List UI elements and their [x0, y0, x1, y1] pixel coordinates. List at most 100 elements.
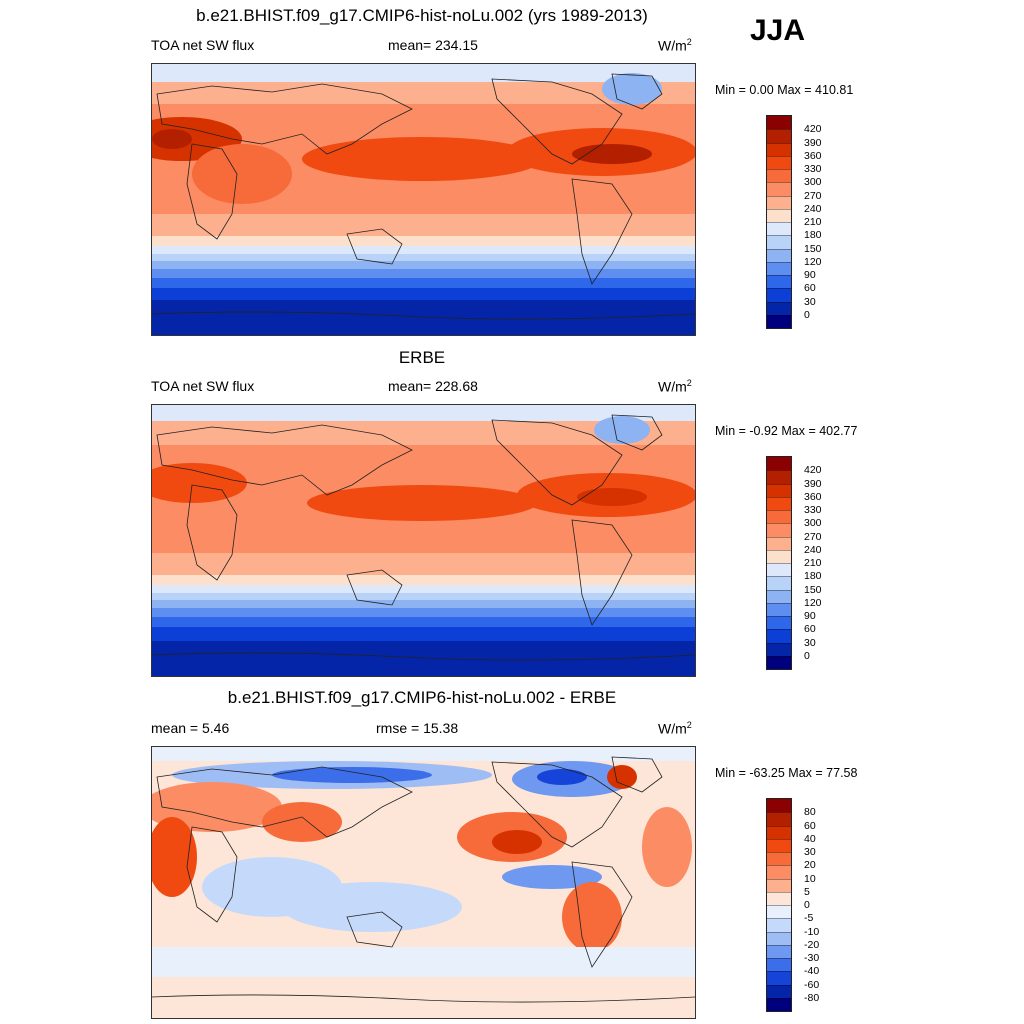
colorbar-swatch: [767, 496, 791, 510]
colorbar-swatch: [767, 997, 791, 1011]
colorbar-swatch: [767, 931, 791, 945]
colorbar-swatch: [767, 222, 791, 236]
panel3-units: W/m2: [658, 720, 692, 737]
colorbar-swatch: [767, 918, 791, 932]
colorbar-swatch: [767, 142, 791, 156]
colorbar-tick-label: 330: [804, 504, 822, 516]
colorbar-swatch: [767, 182, 791, 196]
colorbar-tick-label: -60: [804, 978, 820, 991]
colorbar-swatch: [767, 195, 791, 209]
colorbar-swatch: [767, 563, 791, 577]
colorbar-tick-label: -40: [804, 965, 820, 978]
colorbar-swatch: [767, 629, 791, 643]
colorbar-swatch: [767, 248, 791, 262]
panel1-units: W/m2: [658, 37, 692, 54]
colorbar-swatch: [767, 208, 791, 222]
colorbar-tick-label: -30: [804, 952, 820, 964]
panel2-units: W/m2: [658, 378, 692, 395]
colorbar-tick-label: -80: [804, 991, 820, 1004]
colorbar-tick-label: 80: [804, 806, 816, 819]
colorbar-tick-label: 10: [804, 872, 816, 885]
colorbar-tick-label: 270: [804, 530, 822, 543]
panel2-mean-label: mean= 228.68: [388, 378, 478, 394]
colorbar-swatch: [767, 812, 791, 826]
colorbar-tick-label: 120: [804, 596, 822, 609]
colorbar-tick-label: 180: [804, 570, 822, 583]
colorbar-tick-label: 0: [804, 308, 810, 321]
panel1-title: b.e21.BHIST.f09_g17.CMIP6-hist-noLu.002 …: [196, 6, 648, 25]
colorbar-tick-label: 90: [804, 610, 816, 622]
colorbar-swatch: [767, 891, 791, 905]
colorbar-swatch: [767, 470, 791, 484]
colorbar-tick-label: 300: [804, 176, 822, 189]
colorbar-tick-label: 150: [804, 242, 822, 255]
colorbar-tick-label: 240: [804, 543, 822, 556]
colorbar-tick-label: 270: [804, 189, 822, 202]
colorbar-swatch: [767, 261, 791, 275]
colorbar-tick-label: 330: [804, 163, 822, 175]
colorbar-swatch: [767, 655, 791, 669]
panel1-colorbar: [766, 115, 792, 329]
colorbar-tick-label: 120: [804, 255, 822, 268]
panel2-title: ERBE: [398, 348, 446, 367]
colorbar-swatch: [767, 288, 791, 302]
colorbar-swatch: [767, 549, 791, 563]
colorbar-swatch: [767, 314, 791, 328]
colorbar-swatch: [767, 865, 791, 879]
panel1-map: [151, 63, 696, 336]
panel3-map-field: [152, 747, 695, 1018]
colorbar-tick-label: 210: [804, 557, 822, 569]
colorbar-swatch: [767, 825, 791, 839]
colorbar-swatch: [767, 971, 791, 985]
colorbar-tick-label: 0: [804, 899, 810, 911]
colorbar-swatch: [767, 576, 791, 590]
colorbar-swatch: [767, 616, 791, 630]
colorbar-tick-label: 90: [804, 269, 816, 281]
colorbar-tick-label: 30: [804, 846, 816, 858]
colorbar-swatch: [767, 169, 791, 183]
colorbar-tick-label: 420: [804, 123, 822, 136]
colorbar-swatch: [767, 642, 791, 656]
colorbar-tick-label: 420: [804, 464, 822, 477]
colorbar-swatch: [767, 905, 791, 919]
colorbar-tick-label: 40: [804, 832, 816, 845]
colorbar-swatch: [767, 155, 791, 169]
panel3-mean-label: mean = 5.46: [151, 720, 230, 736]
colorbar-tick-label: 300: [804, 517, 822, 530]
colorbar-tick-label: 180: [804, 229, 822, 242]
colorbar-swatch: [767, 838, 791, 852]
colorbar-swatch: [767, 301, 791, 315]
panel3-title: b.e21.BHIST.f09_g17.CMIP6-hist-noLu.002 …: [227, 688, 617, 707]
panel1-variable-label: TOA net SW flux: [151, 37, 255, 53]
colorbar-swatch: [767, 878, 791, 892]
colorbar-tick-label: -5: [804, 912, 814, 925]
colorbar-swatch: [767, 523, 791, 537]
colorbar-tick-label: 60: [804, 623, 816, 636]
panel2-minmax: Min = -0.92 Max = 402.77: [715, 424, 858, 438]
colorbar-tick-label: 30: [804, 636, 816, 649]
colorbar-swatch: [767, 510, 791, 524]
colorbar-tick-label: 60: [804, 282, 816, 295]
colorbar-tick-label: 210: [804, 216, 822, 228]
colorbar-tick-label: 30: [804, 295, 816, 308]
colorbar-tick-label: 150: [804, 583, 822, 596]
colorbar-tick-label: -20: [804, 938, 820, 951]
colorbar-tick-label: -10: [804, 925, 820, 938]
panel3-rmse-label: rmse = 15.38: [376, 720, 459, 736]
panel2-map-field: [152, 405, 695, 676]
colorbar-swatch: [767, 602, 791, 616]
panel3-colorbar: [766, 798, 792, 1012]
colorbar-swatch: [767, 536, 791, 550]
colorbar-tick-label: 360: [804, 149, 822, 162]
colorbar-tick-label: 360: [804, 490, 822, 503]
colorbar-swatch: [767, 483, 791, 497]
colorbar-swatch: [767, 129, 791, 143]
colorbar-swatch: [767, 852, 791, 866]
colorbar-swatch: [767, 275, 791, 289]
colorbar-tick-label: 390: [804, 136, 822, 149]
panel2-colorbar: [766, 456, 792, 670]
colorbar-swatch: [767, 235, 791, 249]
colorbar-swatch: [767, 799, 791, 813]
colorbar-swatch: [767, 958, 791, 972]
colorbar-tick-label: 0: [804, 649, 810, 662]
